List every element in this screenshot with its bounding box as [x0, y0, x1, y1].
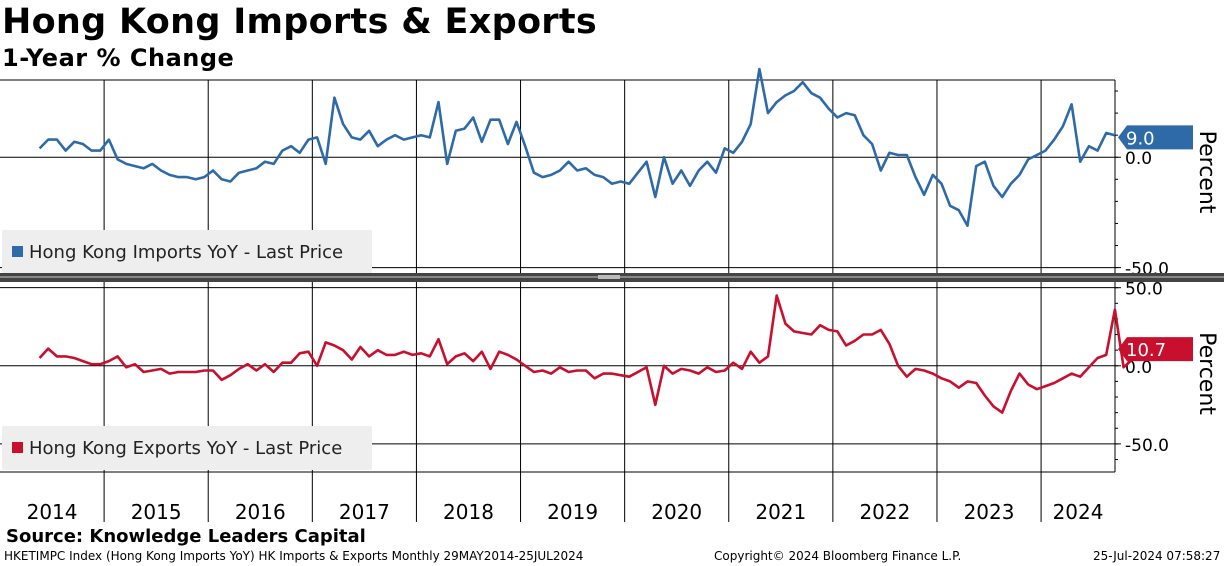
x-tick-label: 2018	[443, 500, 494, 524]
x-axis: 2014 2015 2016 2017 2018 2019 2020 2021 2022 2023…	[0, 471, 1115, 524]
imports-legend-label: Hong Kong Imports YoY - Last Price	[29, 242, 343, 263]
footer-ticker: HKETIMPC Index (Hong Kong Imports YoY) H…	[4, 549, 584, 563]
y-tick-label: -50.0	[1125, 436, 1169, 456]
panel-divider	[0, 273, 1224, 282]
x-tick-label: 2020	[651, 500, 702, 524]
x-tick-label: 2017	[339, 500, 390, 524]
x-tick-label: 2019	[547, 500, 598, 524]
x-tick-label: 2021	[755, 500, 806, 524]
footer-timestamp: 25-Jul-2024 07:58:27	[1093, 549, 1221, 563]
exports-legend-swatch	[12, 442, 23, 453]
x-tick-label: 2015	[131, 500, 182, 524]
x-tick-label: 2016	[235, 500, 286, 524]
y-tick-label: 50.0	[1125, 280, 1163, 300]
x-tick-label: 2022	[859, 500, 910, 524]
x-tick-label: 2023	[964, 500, 1015, 524]
y-tick-label: 0.0	[1125, 149, 1152, 169]
exports-legend-label: Hong Kong Exports YoY - Last Price	[29, 438, 342, 459]
divider-grip	[598, 275, 620, 279]
chart-subtitle: 1-Year % Change	[2, 44, 235, 72]
source-note: Source: Knowledge Leaders Capital	[6, 526, 366, 547]
exports-ylabel: Percent	[1194, 332, 1219, 415]
chart-title: Hong Kong Imports & Exports	[2, 2, 598, 42]
x-tick-label: 2024	[1053, 500, 1104, 524]
exports-series-line	[38, 294, 1159, 414]
exports-last-value-tag	[1118, 337, 1193, 362]
exports-panel: 50.0 0.0 -50.0 10.7 Percent Hong Kong Exports…	[0, 280, 1219, 470]
imports-last-value-tag	[1118, 125, 1193, 150]
y-tick-label: 0.0	[1125, 358, 1152, 378]
imports-ylabel: Percent	[1194, 131, 1219, 214]
x-tick-label: 2014	[27, 500, 78, 524]
exports-last-value-label: 10.7	[1126, 340, 1166, 361]
imports-legend-swatch	[12, 246, 23, 257]
exports-legend-box	[2, 426, 372, 470]
imports-legend-box	[2, 230, 372, 274]
imports-series-line	[38, 67, 1116, 227]
footer-copyright: Copyright© 2024 Bloomberg Finance L.P.	[714, 549, 962, 563]
imports-last-value-label: 9.0	[1126, 128, 1155, 149]
